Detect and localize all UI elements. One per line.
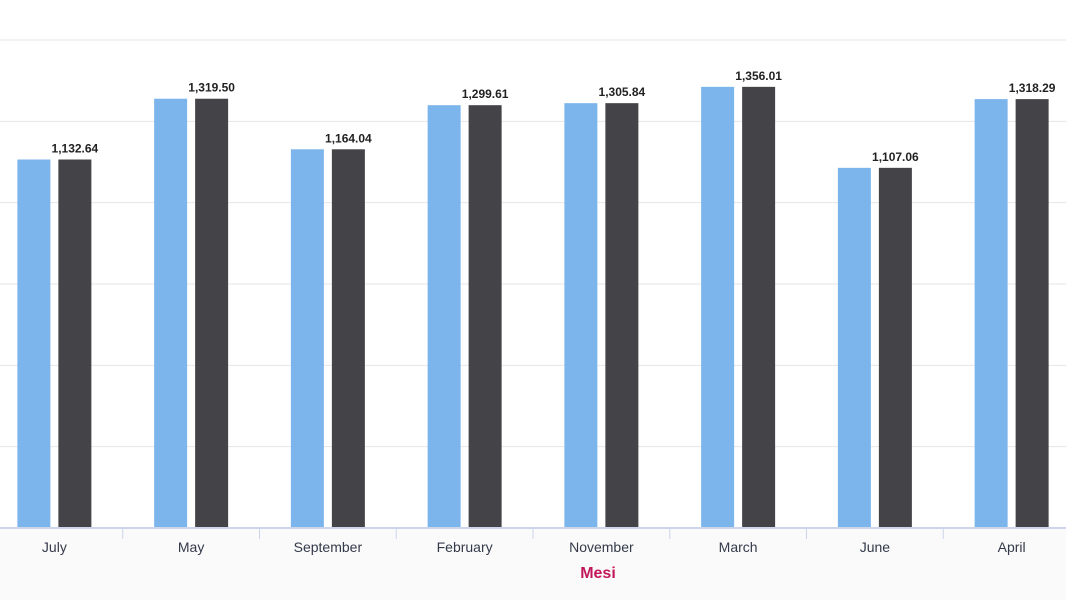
bar-september-series-1[interactable]	[290, 149, 324, 528]
bar-february-series-2[interactable]	[468, 105, 502, 529]
bar-february-series-1[interactable]	[427, 105, 461, 529]
bar-june-series-1[interactable]	[837, 167, 871, 528]
data-label-april: 1,318.29	[1009, 81, 1056, 95]
bar-june-series-2[interactable]	[878, 167, 912, 528]
data-label-june: 1,107.06	[872, 150, 919, 164]
x-tick-label-june: June	[860, 539, 891, 555]
x-axis-ticks: July May September February November March Jun…	[42, 528, 1026, 555]
bar-july-series-2[interactable]	[58, 159, 92, 528]
x-tick-label-march: March	[719, 539, 758, 555]
data-label-february: 1,299.61	[462, 87, 509, 101]
data-label-november: 1,305.84	[599, 85, 646, 99]
bar-march-series-2[interactable]	[742, 86, 776, 528]
bar-april-series-2[interactable]	[1015, 99, 1049, 528]
bar-march-series-1[interactable]	[701, 86, 735, 528]
x-tick-label-september: September	[294, 539, 363, 555]
bar-july-series-1[interactable]	[17, 159, 51, 528]
bar-november-series-2[interactable]	[605, 103, 639, 528]
x-tick-label-april: April	[998, 539, 1026, 555]
data-label-march: 1,356.01	[735, 69, 782, 83]
x-tick-label-may: May	[178, 539, 204, 555]
x-tick-label-february: February	[437, 539, 493, 555]
bar-november-series-1[interactable]	[564, 103, 598, 528]
bar-may-series-2[interactable]	[195, 98, 229, 529]
bar-april-series-1[interactable]	[974, 99, 1008, 528]
data-label-september: 1,164.04	[325, 131, 372, 145]
x-axis-band	[0, 528, 1066, 600]
x-tick-label-july: July	[42, 539, 67, 555]
bar-september-series-2[interactable]	[331, 149, 365, 528]
data-labels: 1,132.64 1,319.50 1,164.04 1,299.61 1,305.84…	[52, 69, 1056, 164]
bars	[17, 86, 1049, 529]
bar-may-series-1[interactable]	[154, 98, 188, 529]
data-label-july: 1,132.64	[52, 142, 99, 156]
data-label-may: 1,319.50	[188, 81, 235, 95]
x-tick-label-november: November	[569, 539, 634, 555]
x-axis-title: Mesi	[580, 565, 616, 582]
